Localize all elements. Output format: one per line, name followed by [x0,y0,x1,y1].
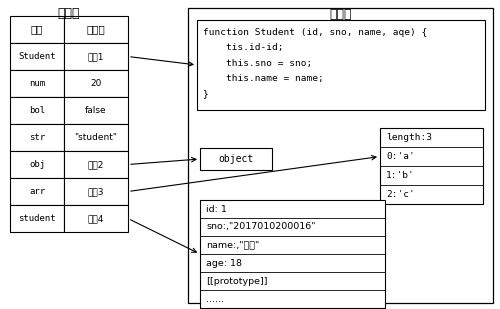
Bar [10,70,64,97]
Bar [64,178,128,205]
Text: obj: obj [29,160,45,169]
Text: length:3: length:3 [386,133,432,142]
Text: age: 18: age: 18 [206,259,242,268]
Text: 地址4: 地址4 [88,214,104,223]
Text: }: } [203,90,209,99]
Text: Student: Student [18,52,56,61]
Bar [10,205,64,232]
Text: "student": "student" [74,133,118,142]
Bar [64,43,128,70]
Text: num: num [29,79,45,88]
Text: str: str [29,133,45,142]
Text: 栈内存: 栈内存 [58,6,80,19]
Bar [10,178,64,205]
Bar [200,200,385,308]
Bar [10,97,64,124]
Text: tis.id-id;: tis.id-id; [203,43,283,52]
Bar [64,97,128,124]
Text: id: 1: id: 1 [206,205,227,214]
Bar [64,16,128,43]
Text: 变量值: 变量值 [86,24,106,35]
Bar [64,124,128,151]
Text: this.sno = sno;: this.sno = sno; [203,58,312,67]
Text: this.name = name;: this.name = name; [203,74,324,83]
Bar [197,20,485,110]
Bar [10,151,64,178]
Text: 变量: 变量 [31,24,44,35]
Bar [10,43,64,70]
Text: 1:'b': 1:'b' [386,171,415,180]
Bar [64,151,128,178]
Text: ......: ...... [206,294,224,303]
Bar [10,124,64,151]
Bar [10,16,64,43]
Text: 地址3: 地址3 [88,187,104,196]
Text: [[prototype]]: [[prototype]] [206,277,268,286]
Text: 堆内存: 堆内存 [329,7,352,20]
Text: 地址2: 地址2 [88,160,104,169]
Text: 0:'a': 0:'a' [386,152,415,161]
Text: object: object [218,154,254,164]
Text: 地址1: 地址1 [88,52,104,61]
Text: arr: arr [29,187,45,196]
Bar [64,70,128,97]
Text: false: false [85,106,107,115]
Bar [188,8,493,303]
Bar [64,205,128,232]
Bar [200,148,272,170]
Text: bol: bol [29,106,45,115]
Bar [380,128,483,204]
Text: function Student (id, sno, name, aqe) {: function Student (id, sno, name, aqe) { [203,28,427,36]
Text: sno:,"2017010200016": sno:,"2017010200016" [206,222,316,231]
Text: 20: 20 [90,79,102,88]
Text: student: student [18,214,56,223]
Text: 2:'c': 2:'c' [386,190,415,199]
Text: name:,"小华": name:,"小华" [206,240,259,249]
